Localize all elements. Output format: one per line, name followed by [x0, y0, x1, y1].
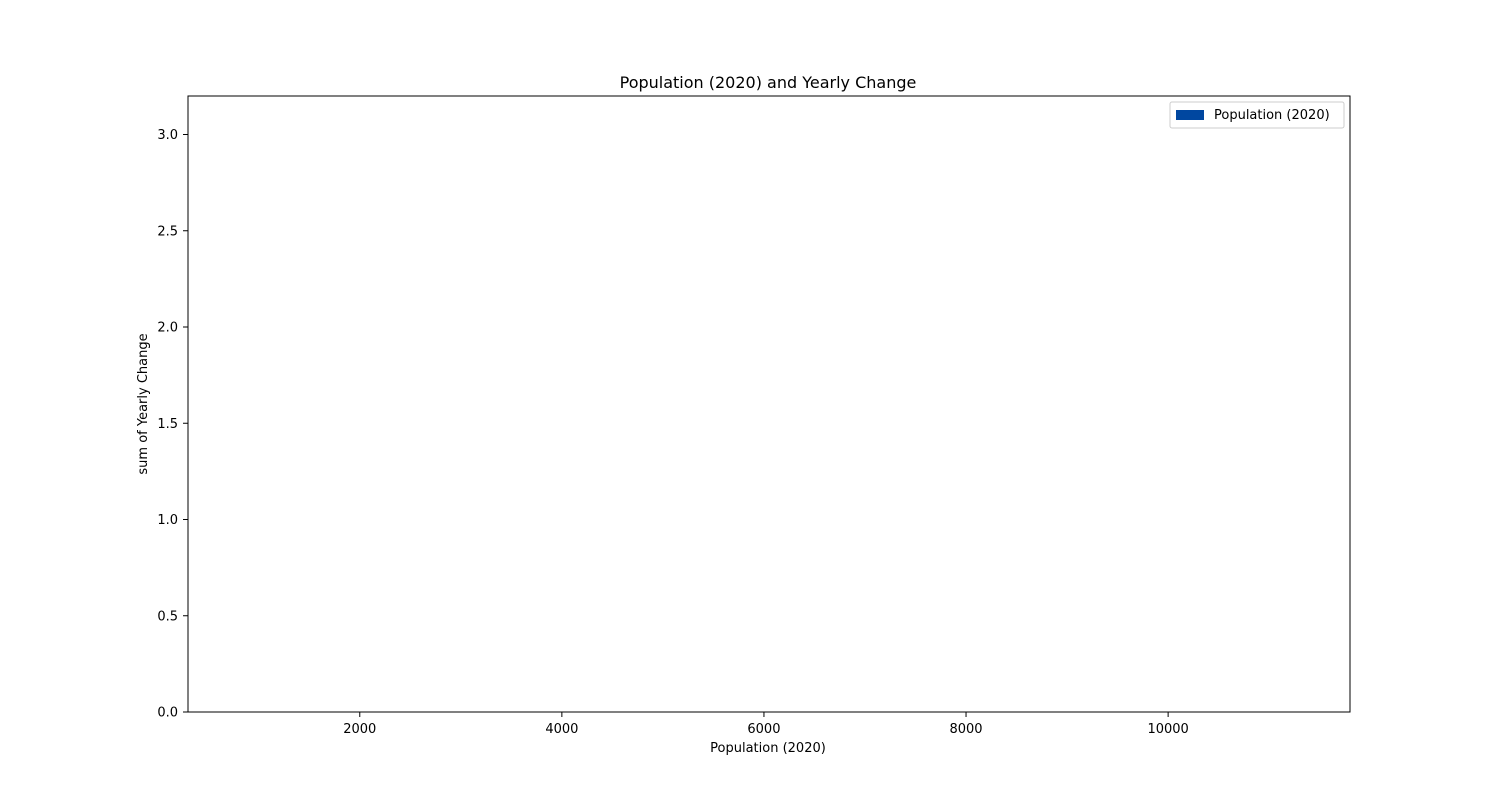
plot-frame	[187, 95, 1351, 713]
y-tick-label: 0.0	[157, 706, 178, 721]
x-tick-label: 10000	[1147, 722, 1188, 737]
y-tick-label: 1.0	[157, 513, 178, 528]
chart-title: Population (2020) and Yearly Change	[620, 73, 917, 92]
x-axis-ticks: 2000 4000 6000 8000 10000	[343, 712, 1189, 737]
y-axis-ticks: 0.0 0.5 1.0 1.5 2.0 2.5 3.0	[157, 128, 188, 721]
y-tick-label: 2.0	[157, 321, 178, 336]
y-axis-label: sum of Yearly Change	[136, 333, 151, 474]
y-tick-label: 2.5	[157, 224, 178, 239]
x-tick-label: 4000	[545, 722, 578, 737]
x-tick-label: 6000	[747, 722, 780, 737]
y-tick-label: 3.0	[157, 128, 178, 143]
legend: Population (2020)	[1169, 101, 1345, 129]
legend-label: Population (2020)	[1214, 108, 1330, 123]
x-tick-label: 8000	[949, 722, 982, 737]
legend-frame	[1169, 101, 1345, 129]
y-tick-label: 1.5	[157, 417, 178, 432]
x-tick-label: 2000	[343, 722, 376, 737]
plot-area	[187, 95, 1351, 713]
legend-swatch	[1176, 110, 1204, 120]
x-axis-label: Population (2020)	[710, 741, 826, 756]
y-tick-label: 0.5	[157, 609, 178, 624]
